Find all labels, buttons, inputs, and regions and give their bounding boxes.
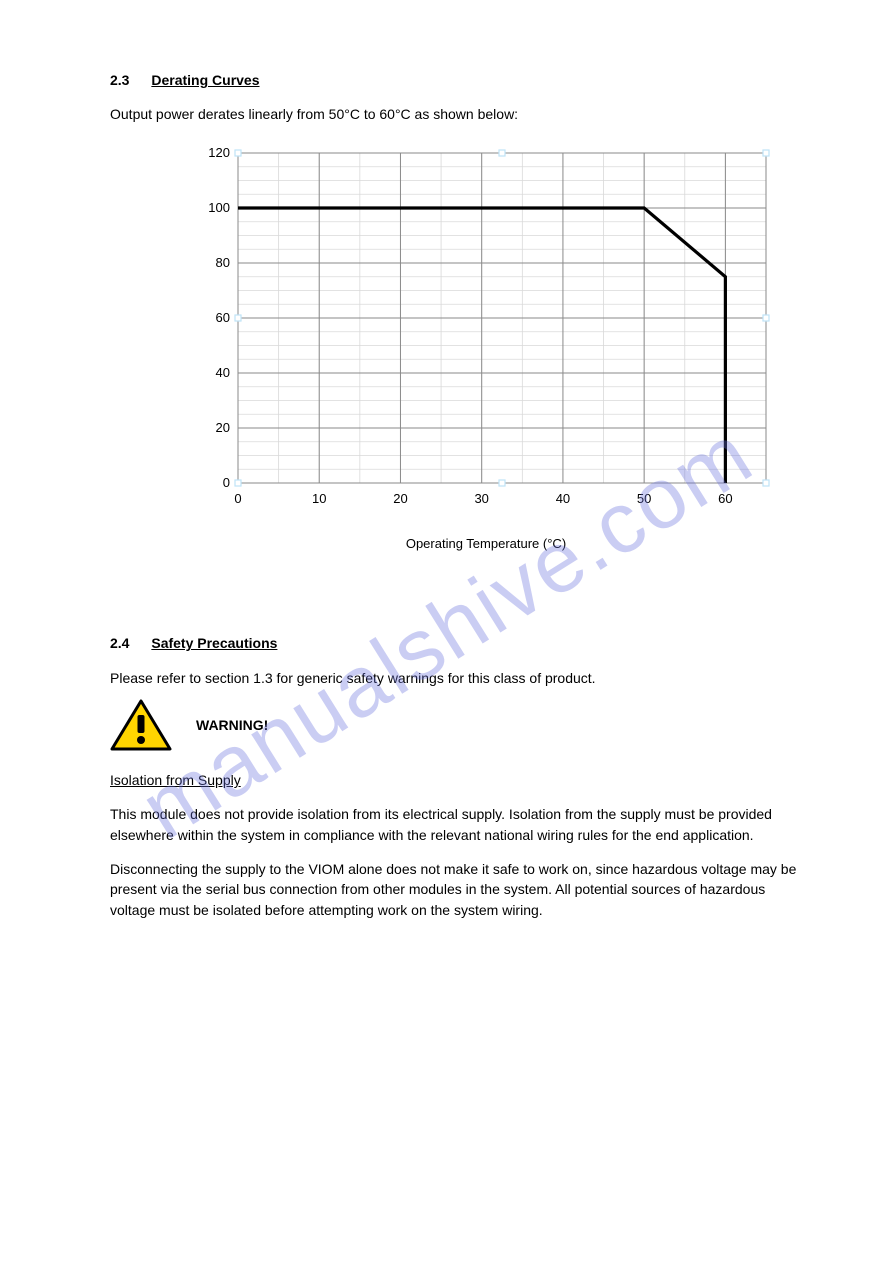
svg-text:40: 40 [556,491,570,506]
derating-chart: 0 20 40 60 80 100 120 0 10 20 30 40 50 60 Operating T… [200,147,772,554]
section-heading: 2.3 Derating Curves [110,70,803,90]
svg-text:20: 20 [216,420,230,435]
svg-text:80: 80 [216,255,230,270]
section-title: Safety Precautions [151,635,277,651]
body-text: Disconnecting the supply to the VIOM alo… [110,859,803,920]
warning-icon [110,698,172,752]
svg-text:20: 20 [393,491,407,506]
svg-text:60: 60 [718,491,732,506]
warning-row: WARNING! [110,698,803,752]
svg-text:100: 100 [208,200,230,215]
body-text: This module does not provide isolation f… [110,804,803,845]
x-axis-label: Operating Temperature (°C) [200,535,772,554]
body-text: Please refer to section 1.3 for generic … [110,668,803,688]
sub-heading: Isolation from Supply [110,772,241,788]
warning-text: WARNING! [196,715,268,735]
svg-text:120: 120 [208,147,230,160]
chart-svg: 0 20 40 60 80 100 120 0 10 20 30 40 50 60 [200,147,772,507]
svg-text:10: 10 [312,491,326,506]
svg-text:30: 30 [474,491,488,506]
section-number: 2.4 [110,633,129,653]
svg-text:0: 0 [223,475,230,490]
section-intro: Output power derates linearly from 50°C … [110,104,803,124]
svg-text:40: 40 [216,365,230,380]
svg-text:0: 0 [234,491,241,506]
section-title: Derating Curves [151,72,259,88]
svg-text:50: 50 [637,491,651,506]
section-number: 2.3 [110,70,129,90]
svg-text:60: 60 [216,310,230,325]
section-heading: 2.4 Safety Precautions [110,633,803,653]
